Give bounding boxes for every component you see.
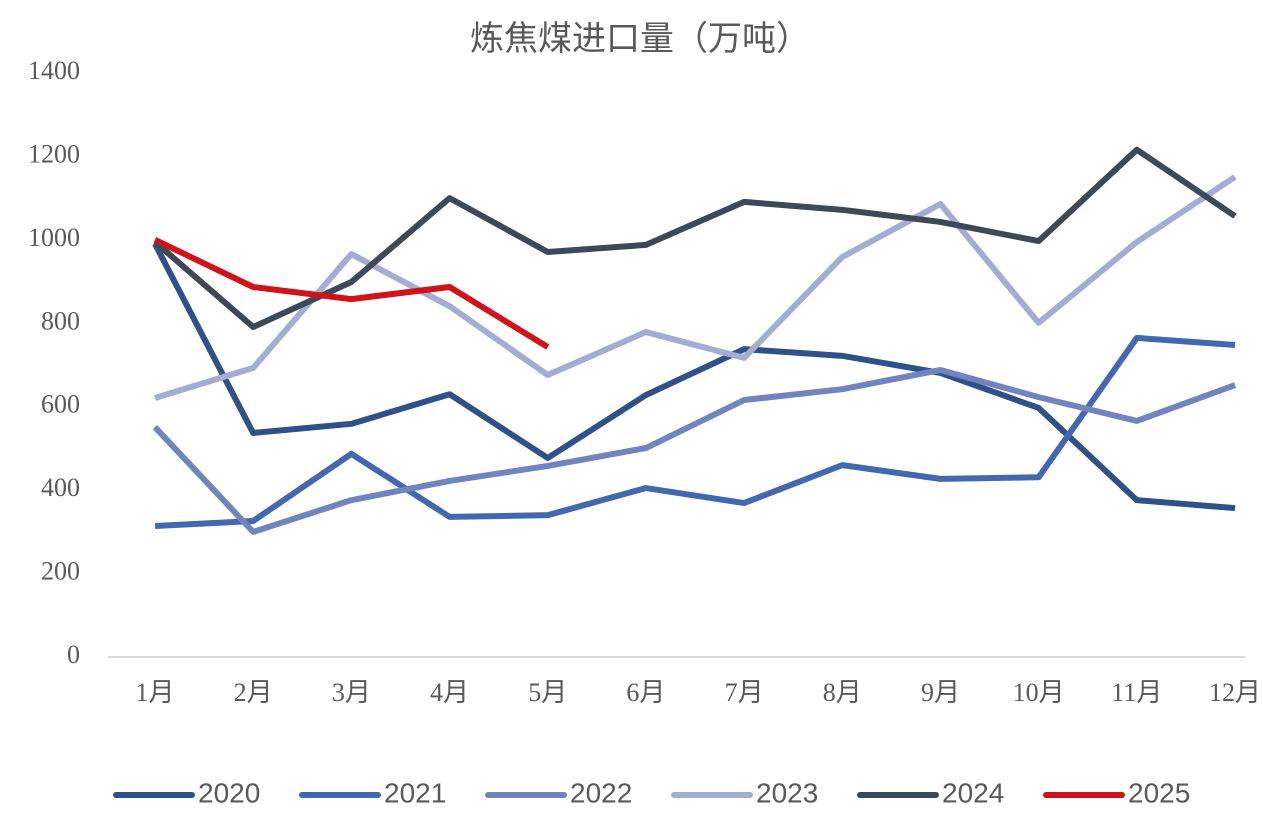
series-line	[153, 237, 550, 350]
legend-label: 2022	[570, 777, 632, 808]
x-tick-label: 11月	[1111, 678, 1162, 707]
x-tick-label: 12月	[1209, 678, 1261, 707]
x-tick-label: 9月	[921, 678, 960, 707]
series-line	[154, 174, 1237, 401]
legend-label: 2025	[1128, 777, 1190, 808]
y-tick-label: 400	[41, 473, 80, 502]
x-tick-label: 6月	[626, 678, 665, 707]
legend-label: 2023	[756, 777, 818, 808]
series-line	[152, 367, 1237, 535]
x-tick-label: 2月	[234, 678, 273, 707]
legend-label: 2021	[384, 777, 446, 808]
y-tick-label: 200	[41, 557, 80, 586]
y-tick-label: 800	[41, 306, 80, 335]
legend-label: 2024	[942, 777, 1004, 808]
legend-label: 2020	[198, 777, 260, 808]
y-tick-label: 1200	[28, 139, 80, 168]
y-tick-label: 1400	[28, 56, 80, 85]
y-tick-label: 0	[67, 640, 80, 669]
x-tick-label: 10月	[1013, 678, 1065, 707]
series-line	[153, 146, 1237, 331]
x-tick-label: 5月	[528, 678, 567, 707]
x-tick-label: 4月	[430, 678, 469, 707]
x-tick-label: 7月	[725, 678, 764, 707]
series-line	[154, 334, 1236, 530]
chart-title: 炼焦煤进口量（万吨）	[470, 20, 810, 58]
x-tick-label: 1月	[135, 678, 174, 707]
y-tick-label: 1000	[28, 223, 80, 252]
x-tick-label: 3月	[332, 678, 371, 707]
y-tick-label: 600	[41, 390, 80, 419]
series-line	[152, 242, 1236, 512]
x-tick-label: 8月	[823, 678, 862, 707]
